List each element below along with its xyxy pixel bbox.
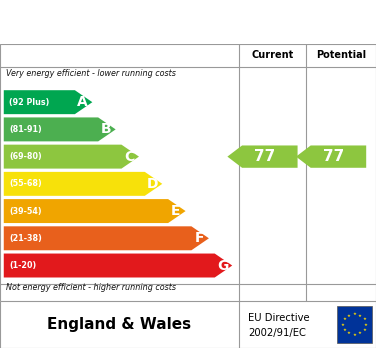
Text: ★: ★ (347, 331, 350, 335)
Text: B: B (101, 122, 111, 136)
Text: ★: ★ (362, 327, 366, 332)
Polygon shape (227, 145, 297, 168)
Text: F: F (194, 231, 204, 245)
Polygon shape (4, 117, 116, 141)
Text: (92 Plus): (92 Plus) (9, 98, 50, 107)
Text: (21-38): (21-38) (9, 234, 42, 243)
Text: G: G (217, 259, 228, 272)
Text: 77: 77 (254, 149, 275, 164)
Text: Current: Current (252, 50, 294, 60)
Text: Potential: Potential (316, 50, 366, 60)
Text: EU Directive: EU Directive (248, 314, 310, 323)
Text: 2002/91/EC: 2002/91/EC (248, 328, 306, 338)
Text: (55-68): (55-68) (9, 179, 42, 188)
Polygon shape (4, 199, 186, 223)
Text: 77: 77 (323, 149, 344, 164)
Text: ★: ★ (352, 333, 356, 337)
Polygon shape (296, 145, 366, 168)
Text: ★: ★ (362, 317, 366, 322)
Text: ★: ★ (352, 312, 356, 316)
Text: D: D (147, 177, 158, 191)
Polygon shape (4, 145, 139, 168)
Text: (39-54): (39-54) (9, 207, 42, 215)
Text: ★: ★ (358, 314, 362, 318)
Text: A: A (77, 95, 88, 109)
Polygon shape (4, 254, 232, 277)
Text: ★: ★ (343, 317, 346, 322)
Text: (69-80): (69-80) (9, 152, 42, 161)
Text: (81-91): (81-91) (9, 125, 42, 134)
Text: England & Wales: England & Wales (47, 317, 191, 332)
Text: (1-20): (1-20) (9, 261, 36, 270)
Text: ★: ★ (343, 327, 346, 332)
Text: Not energy efficient - higher running costs: Not energy efficient - higher running co… (6, 283, 176, 292)
Text: ★: ★ (358, 331, 362, 335)
Polygon shape (4, 172, 162, 196)
Text: Very energy efficient - lower running costs: Very energy efficient - lower running co… (6, 69, 176, 78)
Polygon shape (4, 226, 209, 250)
Text: ★: ★ (364, 323, 368, 326)
Text: E: E (171, 204, 181, 218)
Text: Energy Efficiency Rating: Energy Efficiency Rating (68, 13, 308, 31)
Bar (337, 306, 372, 343)
Text: ★: ★ (341, 323, 345, 326)
Text: ★: ★ (347, 314, 350, 318)
Text: C: C (124, 150, 135, 164)
Polygon shape (4, 90, 92, 114)
